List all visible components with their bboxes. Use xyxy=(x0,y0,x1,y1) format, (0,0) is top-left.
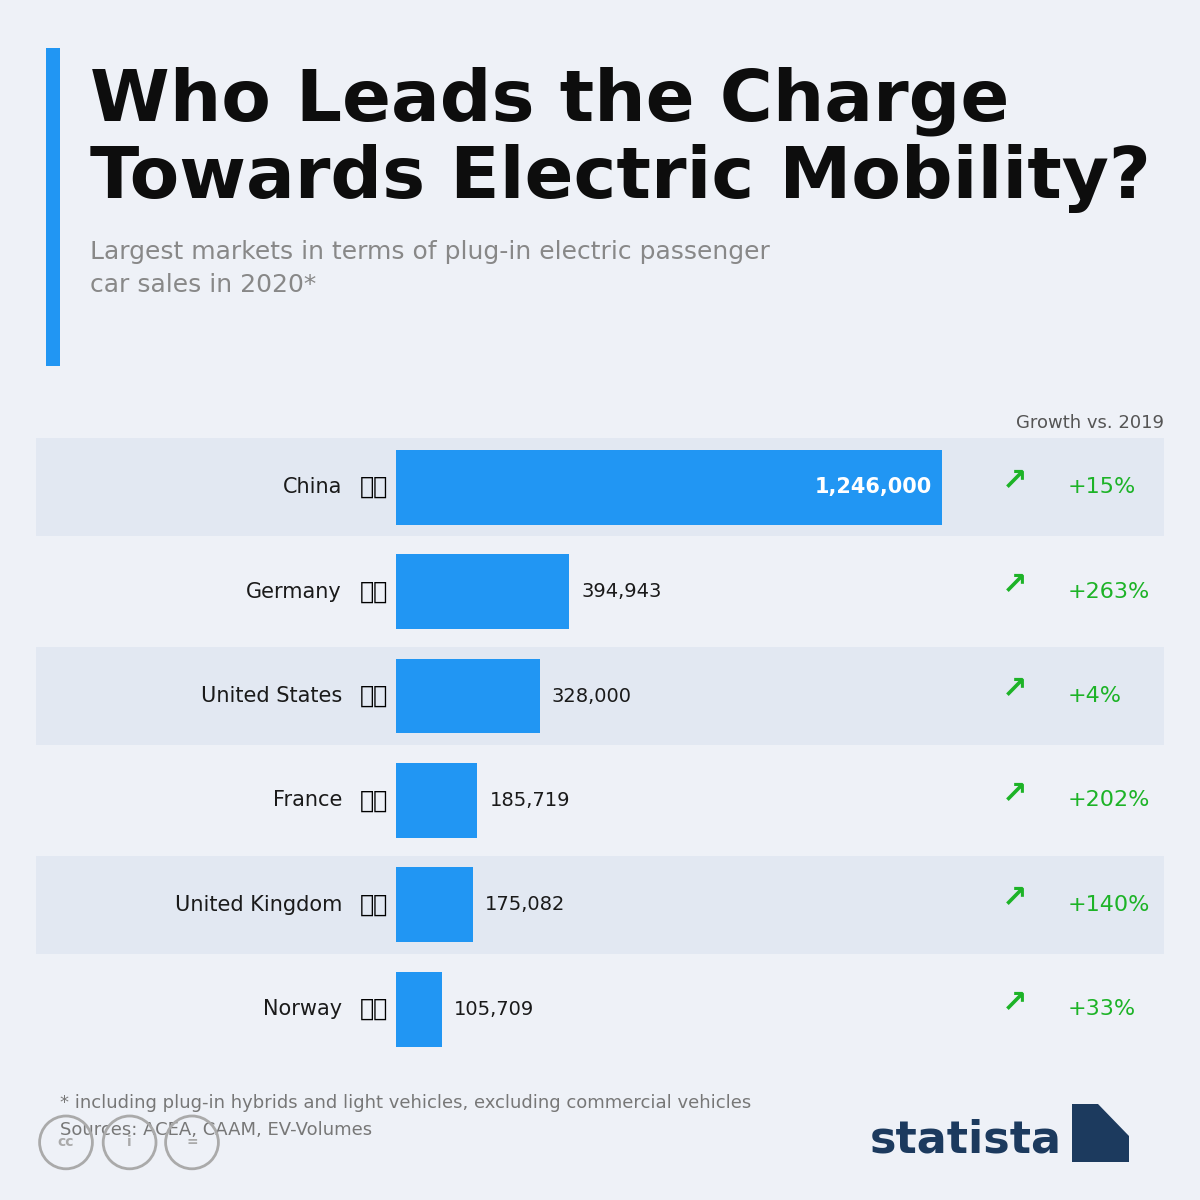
Text: * including plug-in hybrids and light vehicles, excluding commercial vehicles
So: * including plug-in hybrids and light ve… xyxy=(60,1094,751,1139)
Text: Germany: Germany xyxy=(246,582,342,601)
Text: France: France xyxy=(272,791,342,810)
Bar xyxy=(396,868,473,942)
Text: 328,000: 328,000 xyxy=(552,686,631,706)
Text: 🇬🇧: 🇬🇧 xyxy=(360,893,389,917)
Text: ↗: ↗ xyxy=(1002,676,1027,704)
Text: ↗: ↗ xyxy=(1002,884,1027,913)
Text: 🇺🇸: 🇺🇸 xyxy=(360,684,389,708)
Bar xyxy=(36,438,1164,536)
Text: cc: cc xyxy=(58,1135,74,1150)
Text: +33%: +33% xyxy=(1068,1000,1136,1019)
Text: 394,943: 394,943 xyxy=(581,582,661,601)
Text: ↗: ↗ xyxy=(1002,989,1027,1018)
Text: 🇳🇴: 🇳🇴 xyxy=(360,997,389,1021)
Text: United States: United States xyxy=(200,686,342,706)
Bar xyxy=(36,856,1164,954)
Text: Growth vs. 2019: Growth vs. 2019 xyxy=(1016,414,1164,432)
Bar xyxy=(396,763,478,838)
Text: +15%: +15% xyxy=(1068,478,1136,497)
Bar xyxy=(36,647,1164,745)
Text: 🇫🇷: 🇫🇷 xyxy=(360,788,389,812)
Text: Norway: Norway xyxy=(263,1000,342,1019)
Bar xyxy=(396,972,443,1046)
Bar xyxy=(46,48,60,366)
Text: +140%: +140% xyxy=(1068,895,1151,914)
Text: China: China xyxy=(283,478,342,497)
Bar xyxy=(36,542,1164,641)
Text: ↗: ↗ xyxy=(1002,571,1027,600)
Text: +4%: +4% xyxy=(1068,686,1122,706)
Bar xyxy=(396,554,569,629)
Text: statista: statista xyxy=(870,1118,1062,1162)
Text: =: = xyxy=(186,1135,198,1150)
Bar xyxy=(36,960,1164,1058)
Text: Who Leads the Charge: Who Leads the Charge xyxy=(90,66,1009,136)
Text: 185,719: 185,719 xyxy=(490,791,570,810)
Text: Towards Electric Mobility?: Towards Electric Mobility? xyxy=(90,144,1151,214)
Polygon shape xyxy=(1098,1104,1129,1135)
Text: 1,246,000: 1,246,000 xyxy=(815,478,932,497)
Bar xyxy=(396,450,942,524)
Text: ↗: ↗ xyxy=(1002,780,1027,809)
Bar xyxy=(396,659,540,733)
Text: +202%: +202% xyxy=(1068,791,1151,810)
Text: 175,082: 175,082 xyxy=(485,895,565,914)
Bar xyxy=(36,751,1164,850)
Text: 105,709: 105,709 xyxy=(455,1000,534,1019)
Text: 🇩🇪: 🇩🇪 xyxy=(360,580,389,604)
Text: +263%: +263% xyxy=(1068,582,1151,601)
Text: Largest markets in terms of plug-in electric passenger
car sales in 2020*: Largest markets in terms of plug-in elec… xyxy=(90,240,770,298)
Text: i: i xyxy=(127,1135,132,1150)
Bar xyxy=(1072,1104,1129,1162)
Text: United Kingdom: United Kingdom xyxy=(175,895,342,914)
Text: 🇨🇳: 🇨🇳 xyxy=(360,475,389,499)
Text: ↗: ↗ xyxy=(1002,467,1027,496)
